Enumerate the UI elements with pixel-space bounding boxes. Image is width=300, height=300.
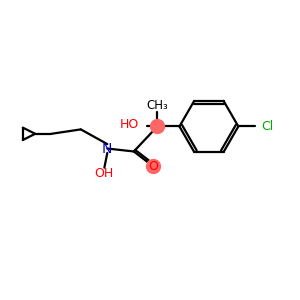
Text: OH: OH xyxy=(95,167,114,180)
Text: HO: HO xyxy=(120,118,139,131)
Text: Cl: Cl xyxy=(261,120,273,133)
Text: N: N xyxy=(102,142,112,155)
Text: CH₃: CH₃ xyxy=(146,99,168,112)
Text: O: O xyxy=(148,160,158,173)
